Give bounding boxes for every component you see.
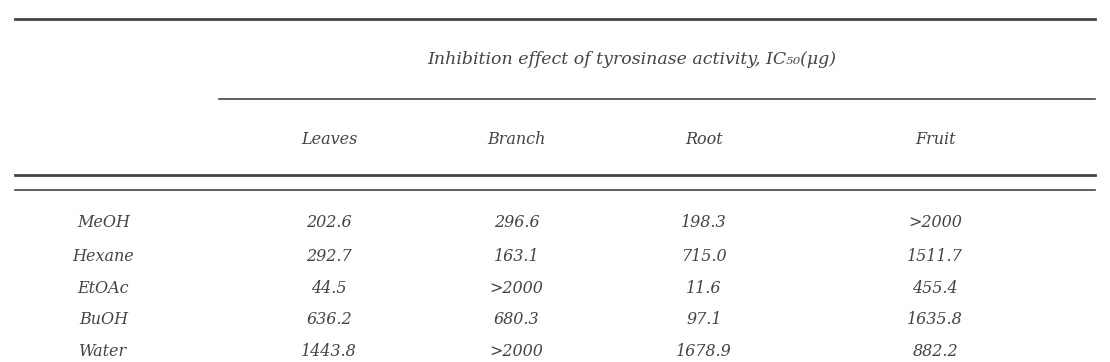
Text: Water: Water bbox=[79, 343, 128, 360]
Text: 97.1: 97.1 bbox=[686, 311, 722, 328]
Text: 636.2: 636.2 bbox=[306, 311, 352, 328]
Text: 1635.8: 1635.8 bbox=[907, 311, 963, 328]
Text: >2000: >2000 bbox=[490, 343, 544, 360]
Text: 163.1: 163.1 bbox=[494, 248, 539, 265]
Text: 198.3: 198.3 bbox=[680, 214, 727, 231]
Text: 715.0: 715.0 bbox=[680, 248, 727, 265]
Text: Hexane: Hexane bbox=[72, 248, 134, 265]
Text: 296.6: 296.6 bbox=[494, 214, 539, 231]
Text: MeOH: MeOH bbox=[77, 214, 130, 231]
Text: 680.3: 680.3 bbox=[494, 311, 539, 328]
Text: 882.2: 882.2 bbox=[912, 343, 958, 360]
Text: 1511.7: 1511.7 bbox=[907, 248, 963, 265]
Text: EtOAc: EtOAc bbox=[78, 280, 129, 297]
Text: Branch: Branch bbox=[487, 131, 546, 148]
Text: Leaves: Leaves bbox=[301, 131, 357, 148]
Text: 1443.8: 1443.8 bbox=[301, 343, 357, 360]
Text: Inhibition effect of tyrosinase activity, IC₅₀(μg): Inhibition effect of tyrosinase activity… bbox=[427, 51, 837, 68]
Text: Root: Root bbox=[685, 131, 723, 148]
Text: 1678.9: 1678.9 bbox=[676, 343, 731, 360]
Text: BuOH: BuOH bbox=[79, 311, 128, 328]
Text: 44.5: 44.5 bbox=[312, 280, 347, 297]
Text: >2000: >2000 bbox=[490, 280, 544, 297]
Text: 455.4: 455.4 bbox=[912, 280, 958, 297]
Text: 11.6: 11.6 bbox=[686, 280, 722, 297]
Text: 202.6: 202.6 bbox=[306, 214, 352, 231]
Text: >2000: >2000 bbox=[908, 214, 962, 231]
Text: 292.7: 292.7 bbox=[306, 248, 352, 265]
Text: Fruit: Fruit bbox=[915, 131, 956, 148]
